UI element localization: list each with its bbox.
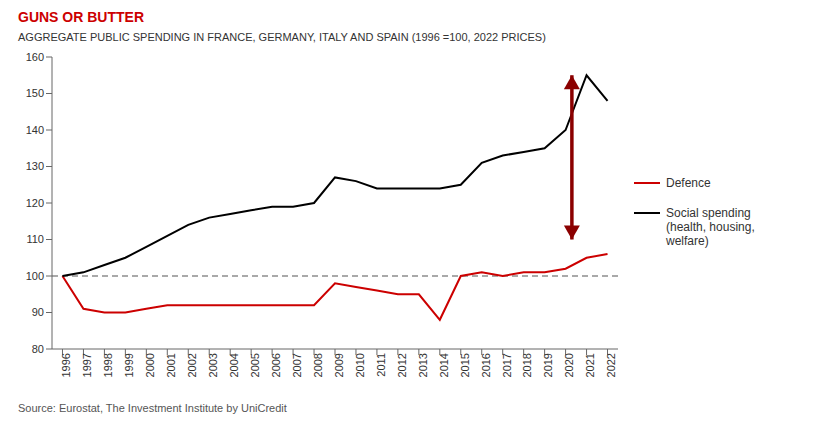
svg-text:110: 110 (26, 233, 44, 245)
svg-text:120: 120 (26, 197, 44, 209)
svg-text:2015: 2015 (459, 353, 471, 377)
html-text:Defence: Defence (666, 176, 711, 190)
svg-text:2017: 2017 (501, 353, 513, 377)
svg-text:2018: 2018 (521, 353, 533, 377)
svg-text:2010: 2010 (354, 353, 366, 377)
svg-text:2000: 2000 (144, 353, 156, 377)
svg-text:2020: 2020 (563, 353, 575, 377)
svg-text:2004: 2004 (228, 353, 240, 377)
html-text:welfare): welfare) (666, 234, 709, 248)
svg-text:2016: 2016 (480, 353, 492, 377)
svg-text:150: 150 (26, 87, 44, 99)
svg-text:90: 90 (32, 306, 44, 318)
svg-text:1997: 1997 (81, 353, 93, 377)
svg-text:2005: 2005 (249, 353, 261, 377)
html-text:Social spending: Social spending (666, 206, 751, 220)
svg-text:2008: 2008 (312, 353, 324, 377)
svg-text:1999: 1999 (123, 353, 135, 377)
svg-text:2011: 2011 (375, 353, 387, 377)
svg-text:2009: 2009 (333, 353, 345, 377)
svg-text:2021: 2021 (584, 353, 596, 377)
svg-text:100: 100 (26, 270, 44, 282)
svg-text:80: 80 (32, 343, 44, 355)
html-text:GUNS OR BUTTER: GUNS OR BUTTER (18, 9, 144, 25)
svg-text:2013: 2013 (417, 353, 429, 377)
svg-text:2006: 2006 (270, 353, 282, 377)
svg-text:2012: 2012 (396, 353, 408, 377)
svg-text:2022: 2022 (605, 353, 617, 377)
svg-text:2019: 2019 (542, 353, 554, 377)
svg-text:2001: 2001 (165, 353, 177, 377)
svg-text:2002: 2002 (186, 353, 198, 377)
svg-text:160: 160 (26, 51, 44, 63)
svg-text:140: 140 (26, 124, 44, 136)
html-text:Source: Eurostat, The Investme: Source: Eurostat, The Investment Institu… (18, 402, 287, 414)
svg-text:2003: 2003 (207, 353, 219, 377)
svg-text:2007: 2007 (291, 353, 303, 377)
html-text:(health, housing,: (health, housing, (666, 220, 755, 234)
html-text:AGGREGATE PUBLIC SPENDING IN F: AGGREGATE PUBLIC SPENDING IN FRANCE, GER… (18, 31, 546, 43)
svg-text:2014: 2014 (438, 353, 450, 377)
svg-text:130: 130 (26, 160, 44, 172)
svg-text:1998: 1998 (102, 353, 114, 377)
svg-text:1996: 1996 (60, 353, 72, 377)
